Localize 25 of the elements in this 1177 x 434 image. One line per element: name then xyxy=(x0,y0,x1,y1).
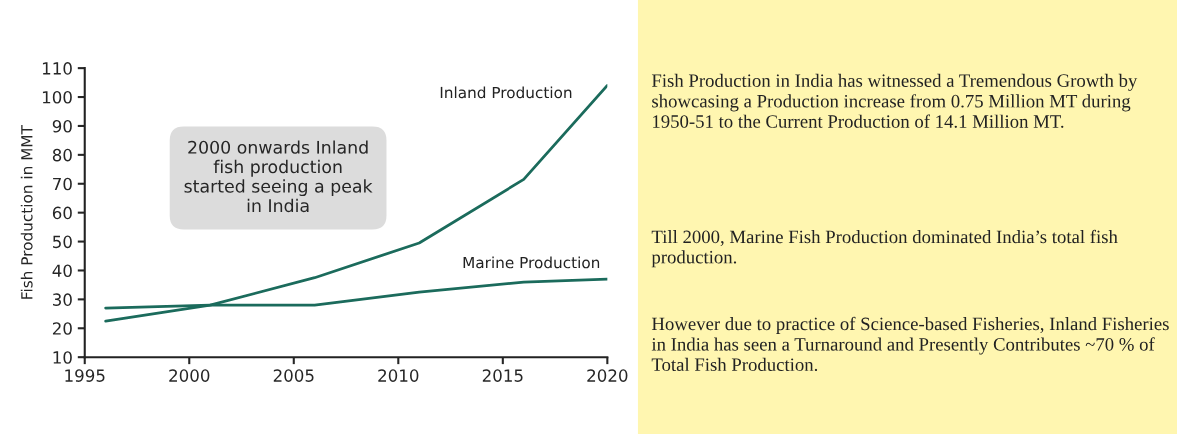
y-tick-label: 50 xyxy=(53,235,72,249)
series-label: Inland Production xyxy=(440,86,572,99)
y-tick-label: 40 xyxy=(52,264,72,278)
y-tick-label: 10 xyxy=(53,351,72,364)
text: Fish Production in India has witnessed a Tremendous Growth by showcasing a Production increase from 0.75 Million MT during 1950-51 to the Current Production of 14.1 Million MT. xyxy=(651,73,1138,128)
y-tick-label: 110 xyxy=(42,62,72,75)
y-axis-title: Fish Production in MMT xyxy=(20,125,33,299)
y-tick-label: 90 xyxy=(52,119,72,133)
text: Till 2000, Marine Fish Production dominated India’s total fish production. xyxy=(651,229,1118,268)
y-tick-label: 100 xyxy=(42,91,72,104)
y-tick-label: 30 xyxy=(53,293,72,306)
series-label: Marine Production xyxy=(463,256,600,269)
x-tick-label: 2010 xyxy=(378,369,419,382)
y-tick-label: 60 xyxy=(52,206,72,220)
y-tick-label: 80 xyxy=(52,148,72,162)
y-tick-label: 20 xyxy=(52,322,72,335)
x-tick-label: 2000 xyxy=(169,369,210,382)
y-tick-label: 70 xyxy=(53,177,72,191)
annotation: 2000 onwards Inland fish production started seeing a peak in India xyxy=(184,140,373,213)
text: However due to practice of Science-based Fisheries, Inland Fisheries in India has seen a Turnaround and Presently Contributes ~70 % of Total Fish Production. xyxy=(651,316,1169,372)
x-tick-label: 2005 xyxy=(273,369,314,382)
x-tick-label: 1995 xyxy=(65,369,105,382)
x-tick-label: 2020 xyxy=(587,369,628,382)
x-tick-label: 2015 xyxy=(482,369,523,382)
line-series xyxy=(104,84,608,323)
